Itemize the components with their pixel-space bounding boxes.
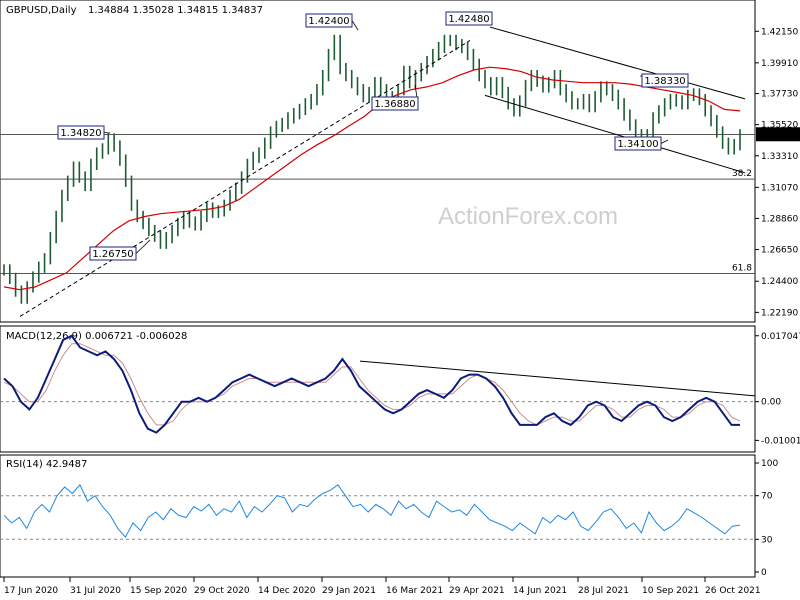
xtick-label: 17 Jun 2020 [4,586,58,596]
macd-title: MACD(12,26,9) 0.006721 -0.006028 [6,331,187,342]
xtick-label: 26 Oct 2021 [705,586,761,596]
xtick-label: 29 Oct 2020 [194,586,250,596]
xtick-label: 31 Jul 2020 [70,586,121,596]
rsi-line [3,483,741,538]
watermark: ActionForex.com [438,203,618,230]
xtick-label: 29 Jan 2021 [322,586,376,596]
macd-line [3,334,740,434]
annotation-label: 1.36880 [374,99,415,110]
annotation-box [89,246,137,261]
xtick-label: 16 Mar 2021 [386,586,443,596]
price-ytick-label: 1.37730 [761,90,798,100]
annotation-leader [135,239,151,254]
fib-label: 61.8 [732,264,752,274]
xtick-label: 29 Apr 2021 [449,586,505,596]
annotation-box [445,11,493,26]
rsi-ytick-label: 0 [761,568,767,578]
xtick-label: 15 Sep 2020 [130,586,187,596]
annotation-label: 1.26750 [92,249,133,260]
annotation-leader [660,139,669,144]
price-ytick-label: 1.22190 [761,308,798,318]
macd-panel-frame [0,325,756,453]
annotation-label: 1.34100 [617,139,658,150]
macd-signal-line [3,343,741,426]
price-ytick-label: 1.31070 [761,183,798,193]
price-ytick-label: 1.33310 [761,152,798,162]
price-ytick-label: 1.39910 [761,59,798,69]
price-ytick-label: 1.24400 [761,277,798,287]
rsi-ytick-label: 70 [761,492,773,502]
annotation-box [57,125,105,140]
dashed-uptrend-line [19,40,471,317]
channel-upper-line [489,26,746,100]
xtick-label: 14 Jun 2021 [513,586,567,596]
annotation-leader [103,132,111,134]
rsi-ytick-label: 100 [761,459,778,469]
price-ytick-label: 1.35520 [761,121,798,131]
annotation-label: 1.42480 [448,14,489,25]
annotation-box [641,73,689,88]
macd-trendline [359,360,756,397]
price-header-ohlc: 1.34884 1.35028 1.34815 1.34837 [88,5,263,16]
annotation-box [305,13,353,28]
annotation-box [371,96,419,111]
annotation-leader [351,20,359,31]
macd-ytick-label: -0.010013 [761,436,800,446]
rsi-title: RSI(14) 42.9487 [6,459,87,470]
xtick-label: 10 Sep 2021 [642,586,699,596]
price-header-symbol: GBPUSD,Daily [6,5,77,16]
price-ytick-label: 1.42150 [761,27,798,37]
annotation-label: 1.34820 [60,128,101,139]
macd-ytick-label: 0.017047 [761,332,800,342]
fib-label: 38.2 [732,169,752,179]
xtick-label: 14 Dec 2020 [258,586,316,596]
current-price-badge [756,127,800,142]
price-plot: 38.2 61.8 1.42400 1.42480 1.36880 1.38330 1.34… [0,11,755,317]
axes: 1.42150 1.39910 1.37730 1.35520 1.33310 1.310… [3,27,800,596]
price-ytick-label: 1.28860 [761,214,798,224]
annotation-box [614,136,662,151]
annotation-label: 1.38330 [644,76,685,87]
macd-ytick-label: 0.00 [761,398,781,408]
annotation-label: 1.42400 [308,16,349,27]
channel-lower-line [484,94,746,174]
price-ytick-label: 1.26650 [761,246,798,256]
macd-plot [0,334,756,434]
current-price-label: 1.34837 [760,131,797,141]
rsi-ytick-label: 30 [761,535,773,545]
xtick-label: 28 Jul 2021 [578,586,629,596]
price-panel-frame [0,0,756,323]
rsi-panel-frame [0,454,756,578]
rsi-plot [0,483,755,540]
